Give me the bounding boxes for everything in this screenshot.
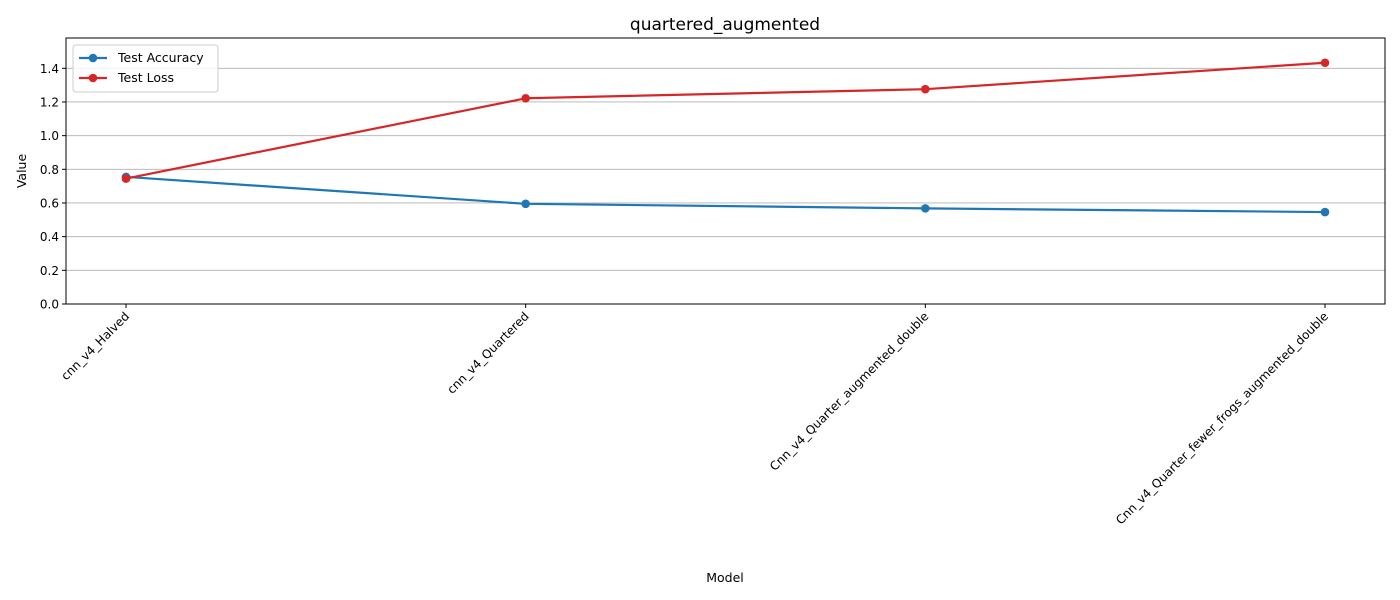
x-axis-label: Model: [706, 570, 744, 585]
legend: Test Accuracy Test Loss: [72, 44, 219, 93]
data-point-test-loss: [121, 174, 131, 183]
legend-marker-test-loss: [88, 73, 98, 83]
legend-label-test-accuracy: Test Accuracy: [117, 50, 204, 65]
y-tick-label: 1.0: [40, 129, 59, 143]
series-group: [121, 58, 1330, 217]
y-tick-label: 0.6: [40, 196, 59, 210]
data-point-test-accuracy: [521, 199, 530, 209]
legend-box: [72, 44, 219, 93]
series-line-test-accuracy: [124, 175, 1327, 214]
plot-frame: [65, 37, 1386, 305]
y-axis-label: Value: [14, 154, 29, 189]
chart-title: quartered_augmented: [630, 15, 820, 35]
legend-label-test-loss: Test Loss: [117, 70, 174, 85]
y-axis: 0.0 0.2 0.4 0.6 0.8 1.0 1.2 1.4: [40, 62, 66, 312]
y-tick-label: 1.4: [40, 62, 59, 76]
data-point-test-accuracy: [921, 204, 930, 213]
data-point-test-loss: [521, 93, 530, 103]
series-test-loss: [121, 58, 1330, 183]
data-point-test-loss: [1320, 58, 1330, 68]
y-tick-label: 0.0: [40, 298, 59, 312]
data-point-test-accuracy: [1320, 207, 1330, 217]
legend-marker-test-accuracy: [88, 53, 98, 63]
y-tick-label: 0.8: [40, 163, 59, 177]
data-point-test-loss: [921, 84, 930, 94]
series-line-test-loss: [124, 61, 1327, 180]
y-tick-label: 0.2: [40, 264, 59, 278]
y-tick-label: 0.4: [40, 230, 59, 244]
y-tick-label: 1.2: [40, 95, 59, 109]
